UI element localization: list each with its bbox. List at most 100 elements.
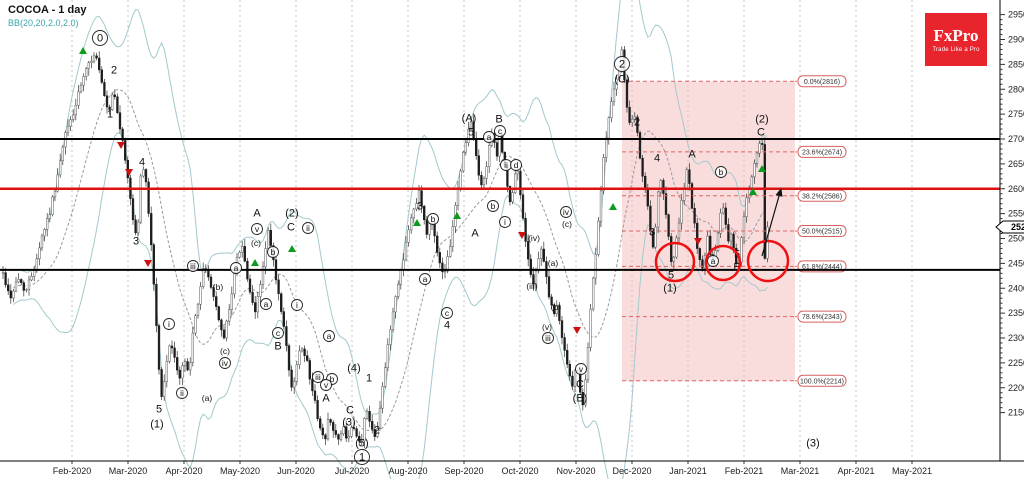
- candle-body: [85, 68, 88, 77]
- bb-lower-band: [13, 132, 768, 479]
- candle-body: [33, 270, 36, 277]
- x-tick-label: Jun-2020: [277, 466, 315, 476]
- wave-label: ii: [504, 160, 508, 170]
- candle-body: [168, 345, 171, 362]
- x-tick-label: Nov-2020: [556, 466, 595, 476]
- wave-label: b: [271, 247, 276, 257]
- candle-body: [95, 55, 98, 59]
- candle-body: [477, 155, 480, 176]
- candle-body: [160, 369, 163, 397]
- candle-body: [202, 268, 205, 287]
- candle-body: [631, 118, 634, 123]
- candle-body: [441, 262, 444, 273]
- fxpro-logo-text: FxPro: [933, 25, 979, 45]
- candle-body: [516, 170, 519, 175]
- candle-body: [170, 345, 174, 349]
- candle-body: [511, 192, 514, 202]
- wave-label-circle: [260, 298, 272, 310]
- wave-label: ii: [180, 388, 184, 398]
- fib-label-box: [797, 310, 847, 323]
- candle-body: [646, 189, 649, 207]
- highlight-circle: [746, 239, 790, 283]
- wave-label-circle: [510, 159, 522, 171]
- candle-body: [675, 237, 678, 258]
- candle-body: [12, 290, 15, 299]
- sell-arrow-icon: [694, 238, 702, 245]
- candle-body: [610, 101, 613, 119]
- wave-label: C: [287, 222, 295, 234]
- candle-body: [311, 378, 314, 392]
- candle-body: [98, 57, 101, 71]
- wave-label: 2: [374, 425, 380, 437]
- candle-body: [685, 169, 688, 189]
- candle-body: [498, 133, 501, 157]
- candle-body: [329, 419, 332, 423]
- candle-body: [636, 116, 639, 133]
- candle-body: [183, 361, 187, 366]
- candle-body: [163, 381, 166, 397]
- candle-body: [4, 272, 7, 286]
- candle-body: [157, 325, 161, 370]
- candle-body: [155, 283, 158, 326]
- wave-label: (c): [220, 346, 230, 356]
- wave-label: ii: [306, 223, 310, 233]
- sell-arrow-icon: [518, 232, 526, 239]
- candle-body: [763, 144, 766, 259]
- candle-body: [40, 235, 44, 249]
- candle-body: [464, 142, 467, 153]
- wave-label-circle: [302, 222, 314, 234]
- wave-label-circle: [542, 332, 554, 344]
- wave-label-circle: [92, 30, 108, 46]
- candle-body: [633, 116, 636, 120]
- candle-body: [313, 390, 317, 401]
- wave-label: v: [324, 380, 329, 390]
- candle-body: [750, 176, 753, 190]
- candle-body: [677, 222, 681, 239]
- wave-label-circle: [441, 307, 453, 319]
- wave-label: a: [264, 299, 269, 309]
- candle-body: [326, 419, 330, 440]
- wave-label: 5: [156, 404, 162, 416]
- wave-label: (C): [614, 74, 629, 86]
- candle-body: [605, 137, 608, 158]
- candle-body: [438, 252, 441, 264]
- wave-label: (A): [462, 113, 477, 125]
- wave-label: i: [168, 319, 170, 329]
- candle-body: [61, 146, 64, 161]
- candle-body: [293, 381, 296, 388]
- wave-label: 4: [654, 153, 660, 165]
- candle-body: [345, 426, 348, 439]
- candle-body: [316, 400, 319, 420]
- fib-label-box: [797, 225, 847, 238]
- candle-body: [248, 278, 252, 293]
- x-tick-label: Feb-2021: [725, 466, 764, 476]
- wave-label: 4: [139, 157, 145, 169]
- candle-body: [144, 169, 148, 183]
- candle-body: [446, 256, 449, 272]
- candle-body: [628, 107, 631, 123]
- y-tick-label: 2150: [1008, 408, 1024, 418]
- wave-label: iv: [222, 358, 229, 368]
- candle-body: [558, 305, 561, 321]
- wave-label: A: [688, 149, 696, 161]
- y-tick-label: 2300: [1008, 333, 1024, 343]
- buy-arrow-icon: [251, 259, 259, 266]
- candle-body: [209, 276, 213, 288]
- candle-body: [46, 218, 49, 230]
- sell-arrow-icon: [144, 260, 152, 267]
- candle-body: [729, 233, 733, 242]
- candle-body: [17, 279, 20, 283]
- candle-body: [43, 229, 46, 237]
- fibonacci-levels: 0.0%(2816) 23.6%(2674) 38.2%(2586) 50.0%(25…: [622, 75, 847, 387]
- candle-body: [389, 329, 392, 345]
- candle-body: [82, 76, 85, 86]
- candle-body: [241, 246, 244, 253]
- buy-arrow-icon: [453, 212, 461, 219]
- candle-body: [165, 361, 168, 382]
- candle-body: [72, 114, 75, 120]
- candle-body: [220, 319, 223, 331]
- wave-label: (2): [285, 208, 298, 220]
- wave-label: 3: [133, 236, 139, 248]
- fib-label-text: 50.0%(2515): [802, 229, 842, 236]
